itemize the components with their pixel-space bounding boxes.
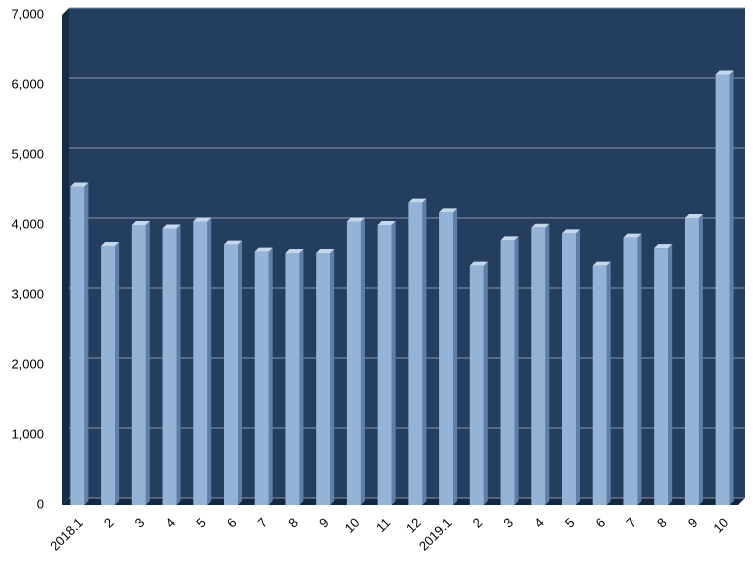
x-tick-label: 10	[342, 515, 363, 536]
bar	[623, 237, 638, 505]
bar	[131, 225, 146, 505]
bar	[162, 228, 177, 505]
x-tick-label: 9	[685, 515, 701, 531]
x-tick-label: 10	[710, 515, 731, 536]
bar-top	[408, 198, 427, 203]
y-tick-label: 1,000	[11, 426, 44, 441]
x-tick-label: 2	[470, 515, 486, 531]
bar-side	[668, 244, 673, 505]
bar	[254, 251, 269, 505]
x-tick-label: 5	[562, 515, 578, 531]
bar-top	[500, 236, 519, 241]
x-tick-label: 4	[162, 515, 178, 531]
bar-side	[637, 233, 642, 505]
y-tick-label: 4,000	[11, 216, 44, 231]
bar-side	[268, 247, 273, 505]
bar-top	[654, 244, 673, 249]
bar	[531, 227, 546, 506]
bar-side	[115, 242, 120, 505]
bar	[101, 246, 116, 505]
y-tick-label: 5,000	[11, 146, 44, 161]
bar-top	[684, 214, 703, 218]
bar-side	[514, 236, 519, 505]
bar-top	[101, 242, 120, 246]
bar	[654, 248, 669, 505]
bar-side	[207, 217, 212, 505]
bar-top	[285, 249, 304, 253]
bar	[715, 74, 730, 505]
bar-side	[238, 240, 242, 505]
bar-top	[562, 229, 580, 234]
y-tick-label: 2,000	[11, 356, 44, 371]
bar	[285, 253, 300, 505]
x-tick-label: 3	[500, 515, 516, 531]
bar-side	[84, 182, 89, 505]
y-tick-label: 7,000	[11, 6, 44, 21]
bar-side	[576, 229, 580, 505]
bar-side	[483, 261, 488, 505]
x-tick-label: 2019.1	[416, 515, 455, 554]
bar	[469, 265, 484, 505]
bar	[592, 265, 607, 505]
bar	[224, 244, 238, 505]
bar-side	[545, 223, 550, 506]
bar-top	[193, 217, 212, 222]
bar-top	[531, 223, 550, 228]
bar-side	[145, 221, 150, 505]
x-tick-label: 2018.1	[47, 515, 86, 554]
bar-top	[316, 249, 335, 253]
bar-side	[176, 224, 181, 505]
bar-side	[391, 221, 396, 505]
bar	[500, 240, 515, 505]
x-tick-label: 6	[593, 515, 609, 531]
bar-side	[453, 208, 458, 505]
bar-side	[422, 198, 427, 505]
bar	[193, 221, 208, 505]
x-tick-label: 6	[224, 515, 240, 531]
bar	[562, 233, 576, 505]
y-tick-label: 3,000	[11, 286, 44, 301]
bar-side	[729, 70, 734, 505]
x-tick-label: 11	[373, 515, 393, 535]
bar	[70, 186, 85, 505]
bar	[439, 212, 454, 505]
bar-side	[606, 261, 611, 505]
x-tick-label: 4	[531, 515, 547, 531]
x-tick-label: 3	[132, 515, 148, 531]
bar	[316, 253, 331, 505]
y-tick-label: 6,000	[11, 76, 44, 91]
bar-side	[299, 249, 304, 505]
x-tick-label: 12	[403, 515, 424, 536]
x-tick-label: 7	[255, 515, 271, 531]
x-tick-label: 8	[654, 515, 670, 531]
y-tick-label: 0	[37, 496, 44, 511]
x-tick-label: 9	[316, 515, 332, 531]
x-tick-label: 2	[101, 515, 117, 531]
bar-top	[592, 261, 611, 266]
bar	[346, 221, 361, 505]
bar-side	[698, 214, 703, 505]
bar-top	[224, 240, 242, 245]
x-tick-label: 8	[285, 515, 301, 531]
bar-top	[623, 233, 642, 238]
bar-top	[131, 221, 150, 225]
bar-top	[346, 217, 365, 222]
bar-side	[330, 249, 335, 505]
bar-top	[715, 70, 734, 75]
bar-top	[469, 261, 488, 266]
bar-top	[162, 224, 181, 229]
x-tick-label: 7	[623, 515, 639, 531]
bar-side	[360, 217, 365, 505]
side-wall	[62, 8, 69, 505]
x-tick-label: 5	[193, 515, 209, 531]
bar-top	[377, 221, 396, 225]
bar	[684, 218, 699, 505]
bar-top	[254, 247, 273, 252]
bar-top	[70, 182, 89, 187]
bar-top	[439, 208, 458, 213]
bar	[377, 225, 392, 505]
bar	[408, 202, 423, 505]
